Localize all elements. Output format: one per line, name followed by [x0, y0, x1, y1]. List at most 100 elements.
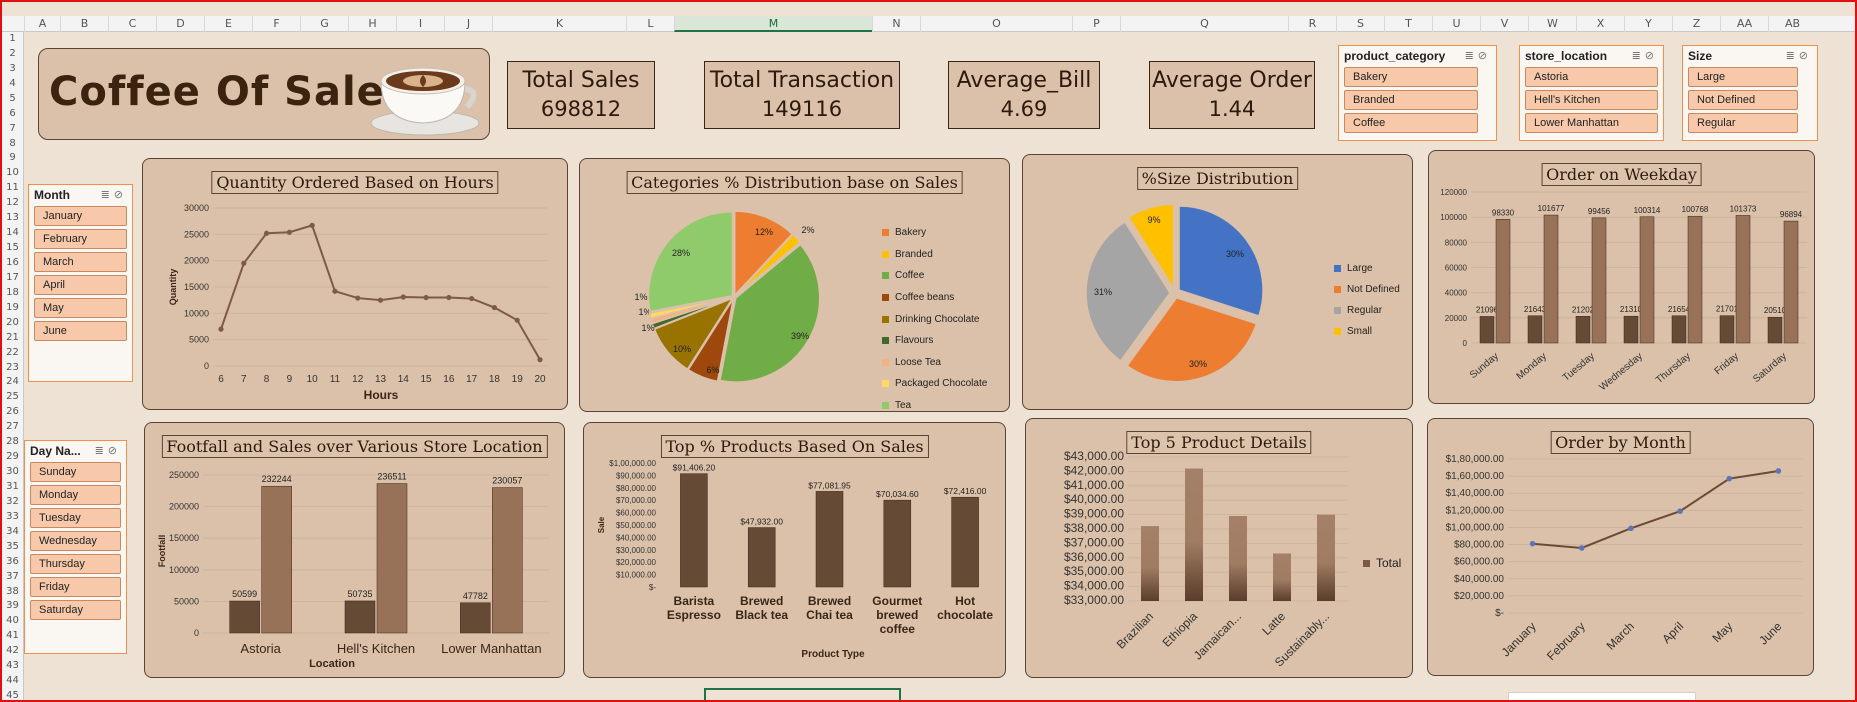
column-header-g[interactable]: G: [300, 16, 348, 32]
column-header-w[interactable]: W: [1528, 16, 1576, 32]
slicer-item[interactable]: June: [34, 321, 127, 341]
chart-top5-products[interactable]: Top 5 Product Details $33,000.00 $34,000.…: [1025, 418, 1413, 678]
column-header-q[interactable]: Q: [1120, 16, 1288, 32]
column-header-b[interactable]: B: [60, 16, 108, 32]
row-header-21[interactable]: 21: [6, 331, 19, 343]
slicer-item[interactable]: Friday: [30, 577, 121, 597]
column-header-c[interactable]: C: [108, 16, 156, 32]
column-header-a[interactable]: A: [24, 16, 60, 32]
slicer-item[interactable]: April: [34, 275, 127, 295]
row-header-34[interactable]: 34: [6, 525, 19, 537]
column-header-i[interactable]: I: [396, 16, 444, 32]
multiselect-clear-icon[interactable]: ≣⊘: [94, 445, 121, 457]
column-header-l[interactable]: L: [626, 16, 674, 32]
row-header-39[interactable]: 39: [6, 600, 19, 612]
row-header-13[interactable]: 13: [6, 212, 19, 224]
row-header-35[interactable]: 35: [6, 540, 19, 552]
row-header-17[interactable]: 17: [6, 271, 19, 283]
chart-order-by-month[interactable]: Order by Month $- $20,000.00 $40,000.00 $60…: [1427, 418, 1814, 676]
row-header-20[interactable]: 20: [6, 316, 19, 328]
slicer-item[interactable]: Hell's Kitchen: [1525, 90, 1658, 110]
slicer-item[interactable]: Coffee: [1344, 113, 1478, 133]
row-header-27[interactable]: 27: [6, 421, 19, 433]
column-header-aa[interactable]: AA: [1720, 16, 1768, 32]
row-header-14[interactable]: 14: [6, 227, 19, 239]
slicer-item[interactable]: May: [34, 298, 127, 318]
row-header-3[interactable]: 3: [9, 62, 16, 74]
row-header-6[interactable]: 6: [9, 107, 16, 119]
row-header-29[interactable]: 29: [6, 451, 19, 463]
row-header-1[interactable]: 1: [9, 33, 16, 44]
row-header-5[interactable]: 5: [9, 92, 16, 104]
slicer-item[interactable]: Tuesday: [30, 508, 121, 528]
row-header-15[interactable]: 15: [6, 242, 19, 254]
column-header-y[interactable]: Y: [1624, 16, 1672, 32]
row-header-8[interactable]: 8: [9, 137, 16, 149]
row-header-9[interactable]: 9: [9, 152, 16, 164]
row-header-26[interactable]: 26: [6, 406, 19, 418]
row-header-22[interactable]: 22: [6, 346, 19, 358]
column-header-e[interactable]: E: [204, 16, 252, 32]
row-header-36[interactable]: 36: [6, 555, 19, 567]
column-header-x[interactable]: X: [1576, 16, 1624, 32]
column-header-s[interactable]: S: [1336, 16, 1384, 32]
slicer-item[interactable]: March: [34, 252, 127, 272]
column-header-h[interactable]: H: [348, 16, 396, 32]
multiselect-clear-icon[interactable]: ≣⊘: [1631, 50, 1658, 62]
multiselect-clear-icon[interactable]: ≣⊘: [1785, 50, 1812, 62]
column-header-r[interactable]: R: [1288, 16, 1336, 32]
row-header-28[interactable]: 28: [6, 436, 19, 448]
row-header-16[interactable]: 16: [6, 257, 19, 268]
row-header-12[interactable]: 12: [6, 197, 19, 209]
row-header-45[interactable]: 45: [6, 690, 19, 702]
slicer-item[interactable]: Regular: [1688, 113, 1798, 133]
column-header-u[interactable]: U: [1432, 16, 1480, 32]
column-header-o[interactable]: O: [920, 16, 1072, 32]
column-header-z[interactable]: Z: [1672, 16, 1720, 32]
slicer-item[interactable]: January: [34, 206, 127, 226]
row-header-25[interactable]: 25: [6, 391, 19, 403]
slicer-item[interactable]: Bakery: [1344, 67, 1478, 87]
chart-footfall-sales[interactable]: Footfall and Sales over Various Store Lo…: [144, 422, 565, 678]
column-header-v[interactable]: V: [1480, 16, 1528, 32]
row-header-10[interactable]: 10: [6, 167, 19, 179]
slicer-item[interactable]: Not Defined: [1688, 90, 1798, 110]
chart-order-on-weekday[interactable]: Order on Weekday 0 20000 40000 60000 80000 10…: [1428, 150, 1815, 404]
column-header-j[interactable]: J: [444, 16, 492, 32]
slicer-item[interactable]: Branded: [1344, 90, 1478, 110]
column-header-n[interactable]: N: [872, 16, 920, 32]
multiselect-clear-icon[interactable]: ≣⊘: [100, 189, 127, 201]
column-header-d[interactable]: D: [156, 16, 204, 32]
row-header-4[interactable]: 4: [9, 77, 16, 89]
slicer-item[interactable]: Monday: [30, 485, 121, 505]
row-header-40[interactable]: 40: [6, 615, 19, 627]
slicer-item[interactable]: February: [34, 229, 127, 249]
column-header-m[interactable]: M: [674, 16, 872, 32]
row-header-37[interactable]: 37: [6, 570, 19, 582]
slicer-item[interactable]: Lower Manhattan: [1525, 113, 1658, 133]
row-header-41[interactable]: 41: [6, 630, 19, 642]
slicer-item[interactable]: Saturday: [30, 600, 121, 620]
row-header-11[interactable]: 11: [6, 182, 19, 194]
row-header-23[interactable]: 23: [6, 361, 19, 373]
row-header-18[interactable]: 18: [6, 286, 19, 298]
slicer-item[interactable]: Astoria: [1525, 67, 1658, 87]
selected-cell[interactable]: [704, 688, 901, 700]
column-header-p[interactable]: P: [1072, 16, 1120, 32]
row-header-43[interactable]: 43: [6, 660, 19, 672]
row-header-38[interactable]: 38: [6, 585, 19, 597]
row-header-7[interactable]: 7: [9, 122, 16, 134]
row-header-19[interactable]: 19: [6, 301, 19, 313]
row-header-30[interactable]: 30: [6, 466, 19, 478]
chart-top-products[interactable]: Top % Products Based On Sales $- $10,000.…: [583, 422, 1006, 678]
row-header-32[interactable]: 32: [6, 495, 19, 507]
column-header-k[interactable]: K: [492, 16, 626, 32]
slicer-item[interactable]: Large: [1688, 67, 1798, 87]
row-header-33[interactable]: 33: [6, 510, 19, 522]
column-header-t[interactable]: T: [1384, 16, 1432, 32]
column-header-ab[interactable]: AB: [1768, 16, 1816, 32]
chart-categories-distribution[interactable]: Categories % Distribution base on Sales …: [579, 158, 1010, 412]
slicer-item[interactable]: Wednesday: [30, 531, 121, 551]
row-header-44[interactable]: 44: [6, 675, 19, 687]
chart-size-distribution[interactable]: %Size Distribution 30% 30% 31% 9% Large Not …: [1022, 154, 1413, 410]
